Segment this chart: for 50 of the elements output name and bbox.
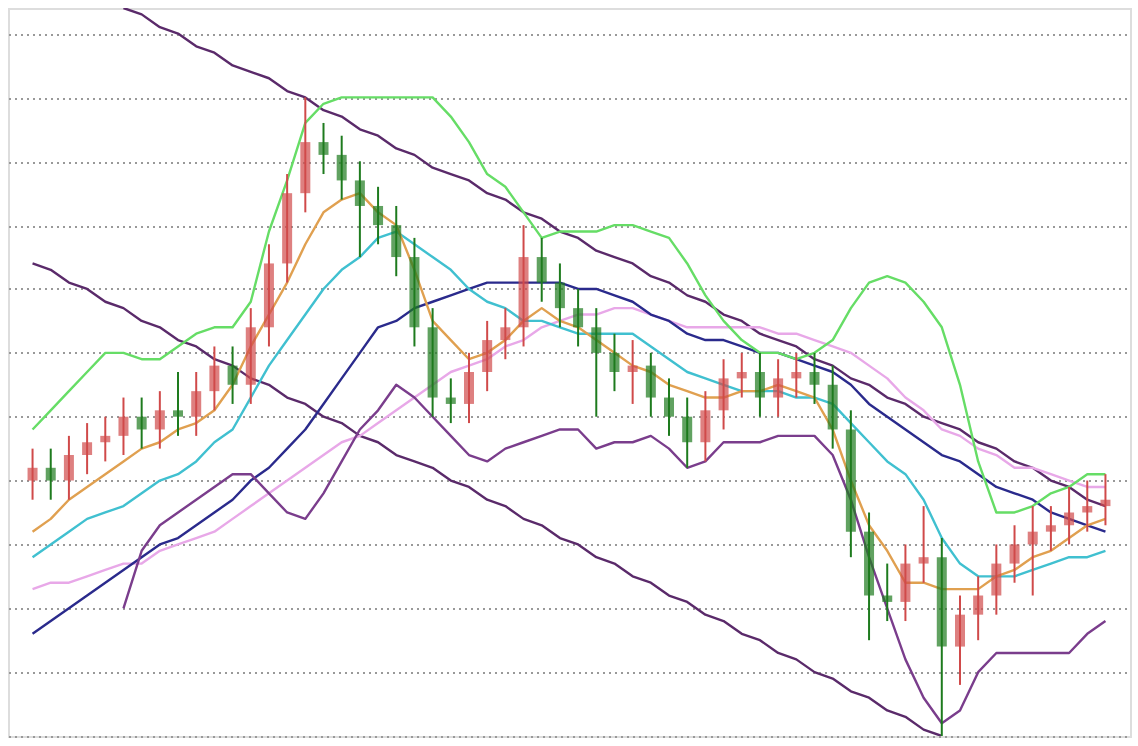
candlestick: [227, 345, 238, 405]
candlestick: [209, 345, 220, 412]
candlestick: [554, 262, 565, 329]
candlestick: [700, 390, 711, 463]
candlestick: [1082, 479, 1093, 533]
candlestick: [118, 396, 129, 457]
candlestick: [1045, 505, 1056, 552]
candlestick: [754, 351, 765, 418]
candlestick: [1009, 524, 1020, 584]
candlestick: [373, 185, 384, 246]
candlestick: [882, 562, 893, 623]
candlestick: [318, 121, 329, 176]
candlestick: [63, 434, 74, 501]
candlestick: [482, 319, 493, 393]
candlestick: [791, 351, 802, 399]
candlestick: [536, 236, 547, 303]
candlestick: [918, 505, 929, 584]
candlestick: [445, 377, 456, 425]
candlestick: [773, 358, 784, 418]
candlestick: [609, 332, 620, 393]
candlestick: [954, 594, 965, 686]
candlestick: [991, 543, 1002, 616]
candlestick: [1100, 473, 1111, 527]
candlestick: [500, 307, 511, 361]
candlestick: [736, 351, 747, 399]
candlestick: [45, 447, 56, 501]
candlestick: [391, 204, 402, 278]
candlestick: [973, 575, 984, 642]
candlestick: [627, 339, 638, 405]
candlestick: [645, 351, 656, 418]
candlestick: [682, 396, 693, 469]
candlestick: [27, 447, 38, 501]
candlestick: [1027, 505, 1038, 597]
candlestick: [1064, 485, 1075, 546]
candlestick: [809, 351, 820, 405]
candlestick: [591, 307, 602, 418]
candlestick: [900, 543, 911, 623]
candlestick: [82, 422, 93, 476]
candlestick: [354, 160, 365, 259]
candlestick: [718, 358, 729, 431]
candlestick: [173, 371, 184, 437]
candlestick: [827, 364, 838, 450]
candlestick: [136, 396, 147, 450]
candlestick: [664, 377, 675, 437]
candlestick: [463, 351, 474, 425]
candlestick: [336, 134, 347, 201]
candlestick: [100, 415, 111, 463]
candlestick: [191, 371, 202, 437]
candlestick: [573, 287, 584, 348]
candlestick: [154, 390, 165, 450]
